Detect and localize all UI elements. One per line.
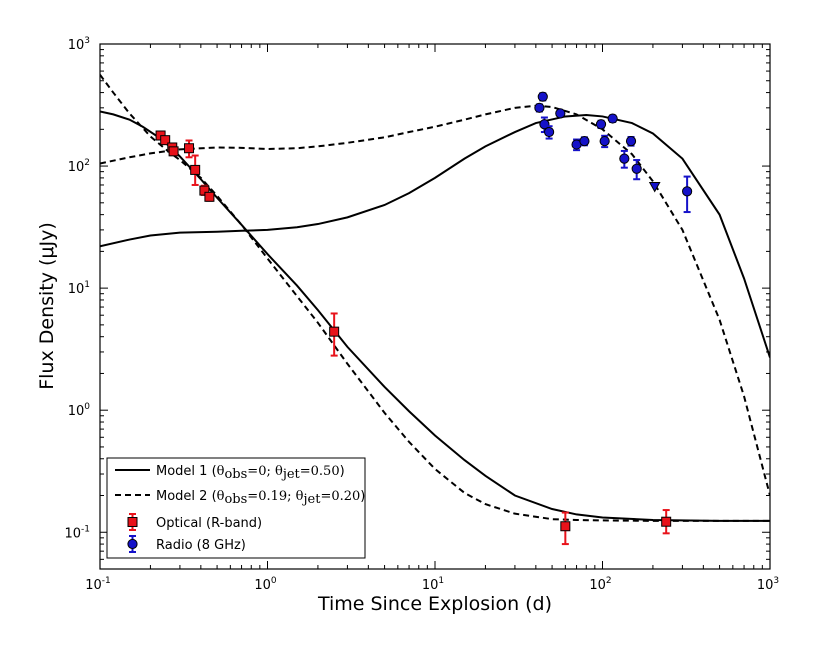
model-curve-model1-1 — [100, 113, 770, 358]
y-tick-label: 10-1 — [64, 524, 90, 541]
legend-marker-circle — [127, 538, 138, 550]
radio-point — [544, 126, 555, 138]
y-tick-label: 100 — [68, 402, 91, 419]
optical-point — [184, 143, 195, 154]
x-tick-label: 103 — [757, 576, 779, 593]
optical-point — [168, 146, 179, 157]
optical-point — [329, 326, 340, 337]
optical-point — [199, 185, 210, 196]
model-curve-model2-2 — [100, 74, 770, 522]
radio-point — [631, 163, 642, 174]
legend-box — [106, 457, 366, 559]
radio-point — [579, 136, 590, 147]
legend-label-model-2: Model 2 (θobs=0.19; θjet=0.20) — [156, 489, 365, 507]
model-curve-model2-3 — [100, 104, 770, 496]
radio-point — [595, 119, 607, 130]
radio-point — [625, 136, 637, 147]
radio-point — [537, 91, 548, 102]
legend-label-radio: Radio (8 GHz) — [156, 538, 246, 553]
optical-point — [661, 516, 672, 527]
radio-point — [555, 108, 566, 119]
legend: Model 1 (θobs=0; θjet=0.50) Model 2 (θobs… — [106, 457, 366, 559]
radio-point — [607, 113, 618, 124]
x-tick-label: 102 — [589, 576, 611, 593]
radio-point — [599, 136, 610, 147]
radio-upper-limit — [648, 182, 661, 193]
x-tick-label: 10-1 — [85, 576, 111, 593]
legend-label-model-1: Model 1 (θobs=0; θjet=0.50) — [156, 464, 345, 482]
y-axis-label: Flux Density (μJy) — [36, 222, 58, 390]
optical-point — [160, 135, 171, 146]
radio-point — [534, 102, 545, 113]
x-tick-label: 100 — [254, 576, 277, 593]
y-tick-label: 102 — [68, 158, 90, 175]
legend-label-optical: Optical (R-band) — [156, 516, 262, 531]
optical-point — [560, 521, 571, 532]
optical-point — [190, 164, 201, 175]
radio-point — [682, 186, 693, 197]
optical-point — [204, 191, 215, 202]
radio-point — [619, 153, 630, 164]
legend-marker-square — [127, 517, 138, 527]
x-tick-label: 101 — [422, 576, 444, 593]
plot-marks — [100, 74, 770, 546]
x-axis-label: Time Since Explosion (d) — [317, 593, 552, 615]
y-tick-label: 101 — [68, 280, 90, 297]
y-tick-label: 103 — [68, 36, 90, 53]
